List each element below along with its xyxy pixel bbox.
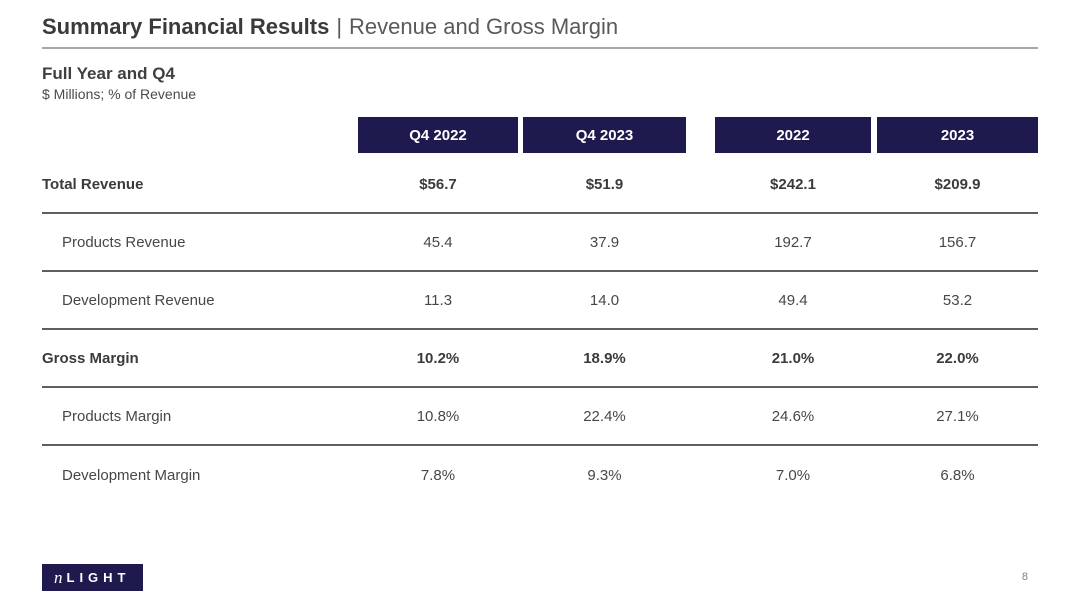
row-value: 7.8% — [420, 466, 456, 484]
title-separator: | — [336, 14, 343, 39]
slide-title-subtopic: Revenue and Gross Margin — [349, 14, 619, 39]
row-value: 9.3% — [587, 466, 622, 484]
column-header-q4-2022: Q4 2022 — [358, 117, 518, 153]
row-value: 53.2 — [942, 291, 973, 309]
table-row: Products Margin 10.8% 22.4% 24.6% 27.1% — [42, 388, 1038, 446]
row-value: $209.9 — [934, 175, 981, 193]
row-value: 22.4% — [583, 407, 626, 425]
row-label: Gross Margin — [42, 349, 139, 367]
column-header-q4-2023: Q4 2023 — [523, 117, 686, 153]
nlight-logo: n LIGHT — [42, 564, 143, 591]
column-header-2023: 2023 — [877, 117, 1038, 153]
table-row: Total Revenue $56.7 $51.9 $242.1 $209.9 — [42, 156, 1038, 214]
row-value: 11.3 — [423, 291, 453, 309]
row-label: Development Revenue — [62, 291, 215, 309]
row-value: $51.9 — [585, 175, 624, 193]
row-value: 6.8% — [940, 466, 975, 484]
slide-title: Summary Financial Results | Revenue and Gr… — [42, 13, 1038, 40]
logo-wordmark: LIGHT — [66, 570, 131, 585]
row-value: 27.1% — [936, 407, 979, 425]
row-value: 22.0% — [936, 349, 979, 367]
table-row: Development Revenue 11.3 14.0 49.4 53.2 — [42, 272, 1038, 330]
row-value: 192.7 — [774, 233, 812, 251]
logo-n-glyph: n — [54, 567, 63, 587]
row-value: 45.4 — [423, 233, 453, 251]
row-value: $56.7 — [419, 175, 457, 193]
row-label: Products Revenue — [62, 233, 186, 251]
row-label: Products Margin — [62, 407, 172, 425]
row-value: 49.4 — [778, 291, 808, 309]
row-value: 21.0% — [771, 349, 815, 367]
slide-title-main: Summary Financial Results — [42, 14, 330, 39]
table-row: Development Margin 7.8% 9.3% 7.0% 6.8% — [42, 446, 1038, 504]
table-header-row: Q4 2022 Q4 2023 2022 2023 — [42, 117, 1038, 153]
row-value: 37.9 — [589, 233, 620, 251]
row-value: 14.0 — [589, 291, 620, 309]
units-note: $ Millions; % of Revenue — [42, 86, 197, 102]
table-row: Gross Margin 10.2% 18.9% 21.0% 22.0% — [42, 330, 1038, 388]
row-value: 24.6% — [771, 407, 815, 425]
row-value: 156.7 — [938, 233, 977, 251]
section-heading: Full Year and Q4 — [42, 64, 175, 83]
table-row: Products Revenue 45.4 37.9 192.7 156.7 — [42, 214, 1038, 272]
page-number: 8 — [1021, 571, 1028, 583]
row-value: 18.9% — [583, 349, 626, 367]
row-label: Development Margin — [62, 466, 201, 484]
row-label: Total Revenue — [42, 175, 144, 193]
title-divider — [42, 47, 1038, 49]
row-value: 7.0% — [775, 466, 811, 484]
row-value: 10.8% — [416, 407, 460, 425]
column-header-2022: 2022 — [715, 117, 871, 153]
row-value: $242.1 — [770, 175, 816, 193]
row-value: 10.2% — [416, 349, 460, 367]
financial-table: Q4 2022 Q4 2023 2022 2023 Total Revenue … — [42, 117, 1038, 504]
